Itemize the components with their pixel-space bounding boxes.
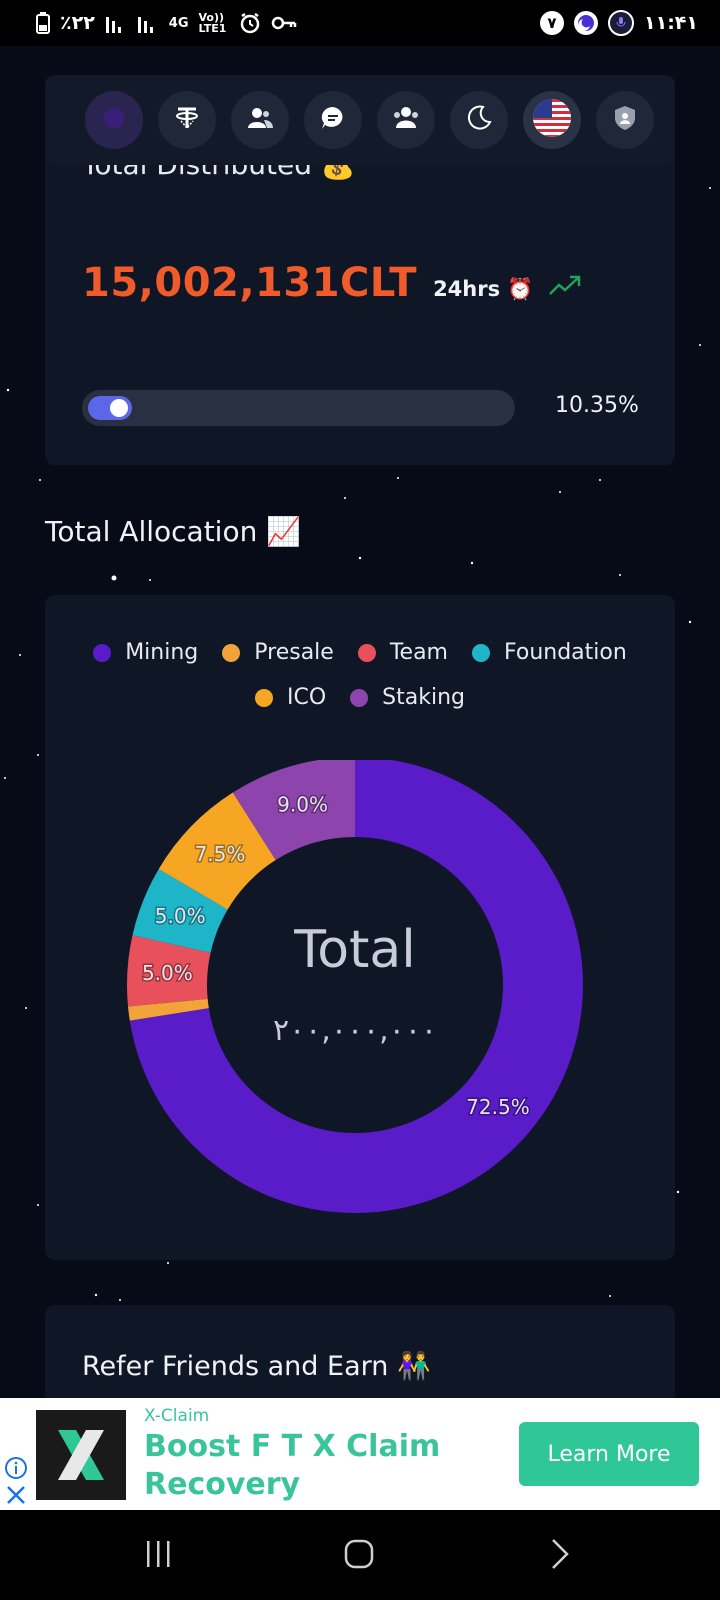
ad-logo[interactable] [36, 1410, 126, 1500]
legend-label: Staking [382, 685, 465, 710]
legend-label: Foundation [503, 640, 627, 665]
legend-label: Presale [254, 640, 334, 665]
ad-info-icon[interactable] [4, 1456, 28, 1484]
status-bar-right: ۷ ۱۱:۴۱ [540, 10, 698, 36]
legend-dot [357, 643, 376, 662]
status-bar-left: ٪۲۲ 4G Vo)) LTE1 [36, 12, 297, 34]
slice-label-mining: 72.5% [466, 1095, 530, 1119]
alarm-icon [239, 12, 261, 34]
clock-time: ۱۱:۴۱ [644, 12, 698, 34]
allocation-title-text: Total Allocation 📈 [45, 515, 302, 548]
team-button[interactable] [377, 91, 435, 149]
us-flag-icon [532, 98, 572, 142]
chevron-right-icon [549, 1538, 571, 1574]
users-icon [246, 104, 274, 136]
donut-center-value: ۲۰۰,۰۰۰,۰۰۰ [273, 1013, 437, 1048]
slice-label-team: 5.0% [142, 961, 193, 985]
slice-label-foundation: 5.0% [155, 904, 206, 928]
volte-label: Vo)) LTE1 [198, 11, 227, 35]
donut-slice-ico[interactable] [158, 792, 276, 910]
home-icon [343, 1538, 375, 1574]
home-button[interactable] [339, 1538, 379, 1574]
security-button[interactable] [596, 91, 654, 149]
chat-icon [319, 104, 347, 136]
team-icon [392, 104, 420, 136]
refer-title: Refer Friends and Earn 👫 [82, 1350, 431, 1382]
ad-brand[interactable]: X-Claim [144, 1406, 210, 1426]
donut-slice-team[interactable] [127, 935, 211, 1007]
x-logo-icon [58, 1430, 104, 1480]
chat-button[interactable] [304, 91, 362, 149]
ad-banner[interactable]: X-Claim Boost F T X Claim Recovery Learn… [0, 1398, 720, 1510]
network-type: 4G [168, 15, 189, 31]
donut-slice-mining[interactable] [129, 760, 583, 1213]
slice-label-ico: 7.5% [195, 842, 246, 866]
users-button[interactable] [231, 91, 289, 149]
tether-button[interactable] [158, 91, 216, 149]
donut-center-title: Total [293, 920, 415, 980]
back-button[interactable] [540, 1538, 580, 1574]
progress-knob [109, 399, 128, 417]
legend-label: ICO [286, 685, 327, 710]
progress-percent: 10.35% [555, 393, 639, 418]
donut-slice-staking[interactable] [232, 760, 355, 861]
language-button[interactable] [523, 91, 581, 149]
chart-legend: Mining Presale Team Foundation ICO Staking [45, 640, 675, 710]
distributed-value: 15,002,131CLT [82, 260, 418, 306]
moon-icon [465, 104, 493, 136]
legend-item-presale[interactable]: Presale [222, 640, 334, 665]
legend-item-foundation[interactable]: Foundation [471, 640, 627, 665]
legend-dot [350, 688, 369, 707]
donut-slice-foundation[interactable] [132, 868, 228, 953]
theme-toggle-button[interactable] [450, 91, 508, 149]
key-icon [271, 15, 297, 31]
system-nav-bar [0, 1510, 720, 1600]
ad-headline[interactable]: Boost F T X Claim Recovery [144, 1429, 441, 1502]
app-logo-button[interactable] [85, 91, 143, 149]
legend-dot [471, 643, 490, 662]
allocation-donut-chart: 72.5% 5.0% 5.0% 7.5% 9.0% Total ۲۰۰,۰۰۰,۰۰۰ [127, 760, 583, 1213]
battery-icon [36, 12, 50, 34]
legend-label: Mining [125, 640, 199, 665]
mic-notification-icon [608, 10, 634, 36]
signal-icon-2 [137, 13, 159, 33]
legend-item-team[interactable]: Team [357, 640, 448, 665]
legend-item-staking[interactable]: Staking [350, 685, 465, 710]
distributed-row: 15,002,131CLT 24hrs ⏰ [82, 260, 582, 306]
app-notification-icon [574, 11, 598, 35]
legend-dot [222, 643, 241, 662]
donut-slice-presale[interactable] [128, 998, 209, 1021]
recent-apps-icon [143, 1539, 173, 1573]
shield-user-icon [612, 104, 638, 136]
trend-up-icon [548, 274, 582, 300]
allocation-section-title: Total Allocation 📈 [45, 515, 301, 548]
top-toolbar [45, 75, 675, 165]
slice-label-staking: 9.0% [277, 792, 328, 816]
legend-item-ico[interactable]: ICO [254, 685, 327, 710]
ad-close-icon[interactable] [5, 1484, 27, 1510]
app-logo-icon [101, 105, 127, 135]
tether-icon [173, 104, 201, 136]
period-label: 24hrs ⏰ [433, 277, 534, 301]
status-bar: ٪۲۲ 4G Vo)) LTE1 ۷ ۱۱:۴۱ [0, 0, 720, 46]
recent-apps-button[interactable] [138, 1538, 178, 1574]
ad-learn-more-button[interactable]: Learn More [519, 1422, 699, 1486]
notification-badge: ۷ [540, 11, 564, 35]
legend-label: Team [389, 640, 448, 665]
signal-icon [105, 13, 127, 33]
legend-dot [93, 643, 112, 662]
refer-title-text: Refer Friends and Earn 👫 [82, 1351, 431, 1382]
legend-item-mining[interactable]: Mining [93, 640, 198, 665]
battery-percent: ٪۲۲ [60, 12, 95, 34]
legend-dot [254, 688, 273, 707]
distribution-progress-bar [82, 390, 515, 426]
